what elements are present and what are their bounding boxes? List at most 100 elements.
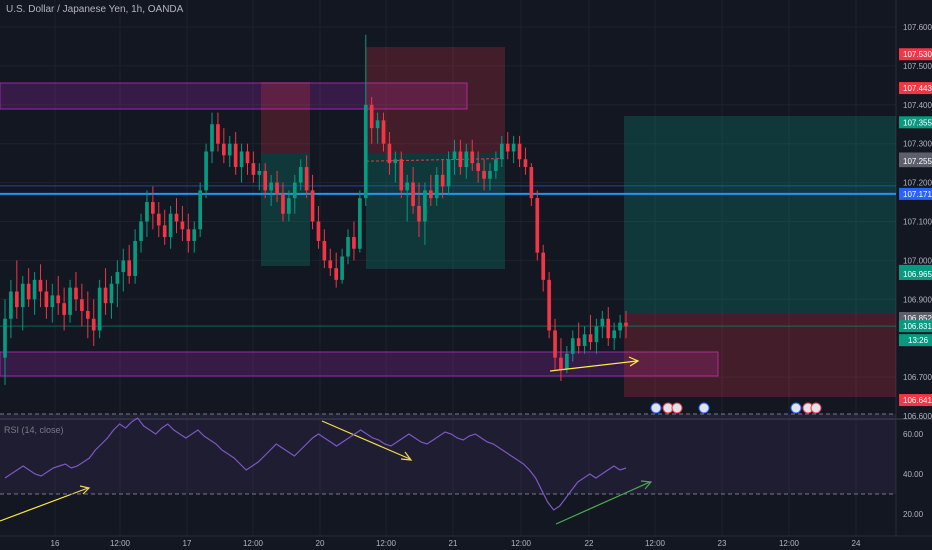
price-tick-label: 106.600	[903, 412, 932, 421]
rsi-divergence-arrow[interactable]	[555, 481, 651, 525]
rsi-downtrend-arrowhead	[400, 451, 413, 461]
candle	[109, 283, 114, 304]
candle	[375, 120, 380, 129]
chart-title: U.S. Dollar / Japanese Yen, 1h, OANDA	[6, 4, 184, 15]
candle	[446, 159, 451, 187]
candle	[369, 104, 374, 129]
candle	[559, 357, 563, 370]
price-badge-label: 106.852	[903, 314, 932, 323]
price-tick-label: 106.900	[903, 295, 932, 304]
event-icon[interactable]	[790, 402, 802, 414]
candle	[363, 104, 368, 199]
short-position-risk-1[interactable]	[261, 82, 310, 153]
candle	[434, 174, 439, 199]
price-tick-label: 107.200	[903, 179, 932, 188]
candle	[251, 163, 256, 175]
candle	[511, 143, 516, 152]
candle	[304, 167, 309, 191]
candle	[494, 159, 498, 171]
candle	[505, 143, 510, 152]
price-badge-label: 107.255	[903, 157, 932, 166]
candle	[588, 334, 593, 343]
candle	[470, 151, 475, 164]
time-tick-label: 21	[449, 539, 458, 548]
candle	[269, 182, 273, 191]
rsi-line	[4, 417, 627, 511]
rsi-divergence-arrowhead	[640, 480, 653, 490]
higher-low-arrow[interactable]	[549, 360, 638, 372]
time-tick-label: 23	[718, 539, 727, 548]
candle	[565, 353, 569, 370]
time-axis[interactable]: 16 12:00 17 12:00 20 12:00 21 12:00 22 12:00 23 12:…	[0, 535, 932, 548]
candle	[582, 334, 587, 346]
candle	[62, 303, 66, 315]
candle	[44, 291, 49, 308]
candle	[570, 338, 575, 354]
candle	[20, 283, 25, 308]
price-badge	[899, 48, 932, 61]
candle	[346, 237, 350, 257]
candle	[399, 159, 404, 191]
candle	[476, 163, 480, 171]
rsi-band	[0, 414, 896, 494]
candle	[133, 240, 137, 276]
candle	[423, 190, 427, 222]
event-icon[interactable]	[671, 402, 683, 414]
countdown-label: 13:26	[908, 336, 929, 345]
candle	[352, 237, 356, 249]
candle	[127, 260, 132, 276]
short-position-target-1[interactable]	[261, 153, 310, 266]
candle	[180, 221, 185, 230]
candle	[91, 318, 96, 331]
price-axis[interactable]: 107.600 107.500 107.400 107.300 107.200 107.1…	[903, 23, 932, 519]
time-tick-label: 22	[585, 539, 594, 548]
price-tick-label: 107.600	[903, 23, 932, 32]
candle	[298, 167, 303, 183]
resistance-zone[interactable]	[0, 82, 468, 110]
candle	[387, 143, 392, 164]
rsi-downtrend-arrow[interactable]	[321, 420, 411, 460]
candle	[612, 330, 617, 339]
position-entry-line	[365, 157, 506, 162]
event-icon[interactable]	[698, 402, 710, 414]
candle	[9, 291, 13, 319]
candle	[275, 182, 279, 195]
time-tick-label: 12:00	[243, 539, 264, 548]
drawings[interactable]	[0, 47, 896, 397]
candle	[576, 338, 581, 346]
candle	[488, 170, 492, 179]
candle	[210, 124, 214, 152]
candle	[381, 120, 386, 144]
candle	[281, 194, 285, 214]
long-position-target[interactable]	[624, 116, 896, 314]
candle	[97, 287, 102, 331]
candle	[174, 213, 179, 222]
price-badge-label: 107.443	[903, 84, 932, 93]
candle	[74, 287, 78, 300]
candle	[38, 279, 43, 292]
economic-events[interactable]	[650, 402, 822, 414]
candle	[198, 190, 203, 230]
time-tick-label: 12:00	[376, 539, 397, 548]
candle	[541, 252, 546, 280]
candle	[452, 151, 457, 160]
event-icon[interactable]	[650, 402, 662, 414]
candle	[316, 221, 321, 241]
support-zone[interactable]	[0, 351, 719, 377]
candle	[411, 182, 415, 206]
short-position-risk-2[interactable]	[366, 47, 505, 153]
candle	[227, 143, 232, 156]
candle	[553, 330, 557, 358]
countdown-badge	[899, 334, 932, 347]
price-badge-label: 107.171	[903, 190, 932, 199]
candle	[328, 260, 333, 269]
long-position-risk[interactable]	[624, 314, 896, 397]
candle	[14, 291, 19, 308]
candle	[458, 151, 463, 168]
candle	[239, 151, 244, 168]
candle	[499, 143, 504, 160]
price-badge	[899, 320, 932, 333]
candle	[145, 202, 149, 222]
event-icon[interactable]	[810, 402, 822, 414]
